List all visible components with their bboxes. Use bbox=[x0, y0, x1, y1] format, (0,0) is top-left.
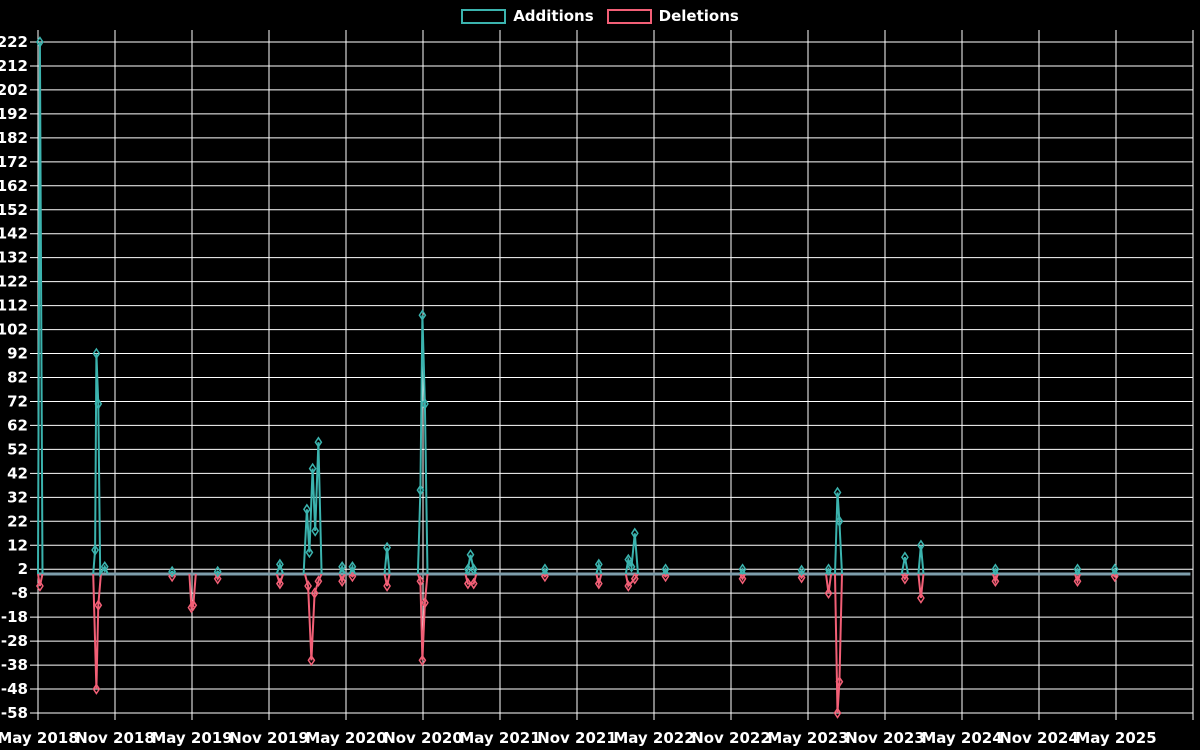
x-tick-label: Nov 2022 bbox=[691, 729, 771, 747]
y-tick-label: 82 bbox=[7, 369, 28, 387]
y-tick-label: 132 bbox=[0, 249, 28, 267]
y-tick-label: 122 bbox=[0, 273, 28, 291]
x-tick-label: May 2022 bbox=[613, 729, 694, 747]
additions-line bbox=[37, 41, 1119, 578]
y-tick-label: 72 bbox=[7, 392, 28, 410]
additions-swatch-icon bbox=[461, 8, 507, 24]
x-tick-label: Nov 2018 bbox=[75, 729, 155, 747]
y-tick-label: -48 bbox=[1, 680, 28, 698]
x-tick-label: May 2021 bbox=[459, 729, 540, 747]
deletions-swatch-icon bbox=[606, 8, 652, 24]
x-tick-label: May 2018 bbox=[0, 729, 79, 747]
y-tick-label: 42 bbox=[7, 464, 28, 482]
y-tick-label: 32 bbox=[7, 488, 28, 506]
legend-item-deletions[interactable]: Deletions bbox=[606, 7, 739, 25]
y-tick-label: 22 bbox=[7, 512, 28, 530]
x-tick-label: May 2020 bbox=[305, 729, 386, 747]
y-tick-label: -18 bbox=[1, 608, 28, 626]
y-tick-label: -28 bbox=[1, 632, 28, 650]
y-tick-label: 172 bbox=[0, 153, 28, 171]
y-tick-label: 202 bbox=[0, 81, 28, 99]
x-tick-label: May 2025 bbox=[1075, 729, 1156, 747]
x-tick-label: Nov 2019 bbox=[229, 729, 309, 747]
x-tick-label: May 2023 bbox=[767, 729, 848, 747]
y-tick-label: 92 bbox=[7, 345, 28, 363]
legend-item-additions[interactable]: Additions bbox=[461, 7, 594, 25]
y-tick-label: 142 bbox=[0, 225, 28, 243]
x-tick-label: May 2024 bbox=[921, 729, 1002, 747]
y-tick-label: 182 bbox=[0, 129, 28, 147]
x-tick-label: May 2019 bbox=[151, 729, 232, 747]
y-tick-label: 102 bbox=[0, 321, 28, 339]
y-tick-label: -58 bbox=[1, 704, 28, 722]
legend-label-additions: Additions bbox=[513, 7, 594, 25]
deletions-point-markers bbox=[35, 570, 1119, 719]
y-tick-label: 212 bbox=[0, 57, 28, 75]
deletions-line bbox=[37, 573, 1118, 714]
y-tick-label: -38 bbox=[1, 656, 28, 674]
y-tick-label: 162 bbox=[0, 177, 28, 195]
y-tick-label: 62 bbox=[7, 416, 28, 434]
chart-legend: Additions Deletions bbox=[0, 7, 1200, 25]
x-tick-label: Nov 2024 bbox=[999, 729, 1079, 747]
y-tick-label: 112 bbox=[0, 297, 28, 315]
y-tick-label: 2 bbox=[18, 560, 28, 578]
additions-point-markers bbox=[35, 36, 1119, 578]
legend-label-deletions: Deletions bbox=[658, 7, 739, 25]
x-tick-label: Nov 2020 bbox=[383, 729, 463, 747]
x-tick-label: Nov 2023 bbox=[845, 729, 925, 747]
y-tick-label: 52 bbox=[7, 440, 28, 458]
y-tick-label: -8 bbox=[11, 584, 28, 602]
y-tick-label: 192 bbox=[0, 105, 28, 123]
y-tick-label: 222 bbox=[0, 33, 28, 51]
x-tick-label: Nov 2021 bbox=[537, 729, 617, 747]
y-tick-label: 152 bbox=[0, 201, 28, 219]
y-tick-label: 12 bbox=[7, 536, 28, 554]
